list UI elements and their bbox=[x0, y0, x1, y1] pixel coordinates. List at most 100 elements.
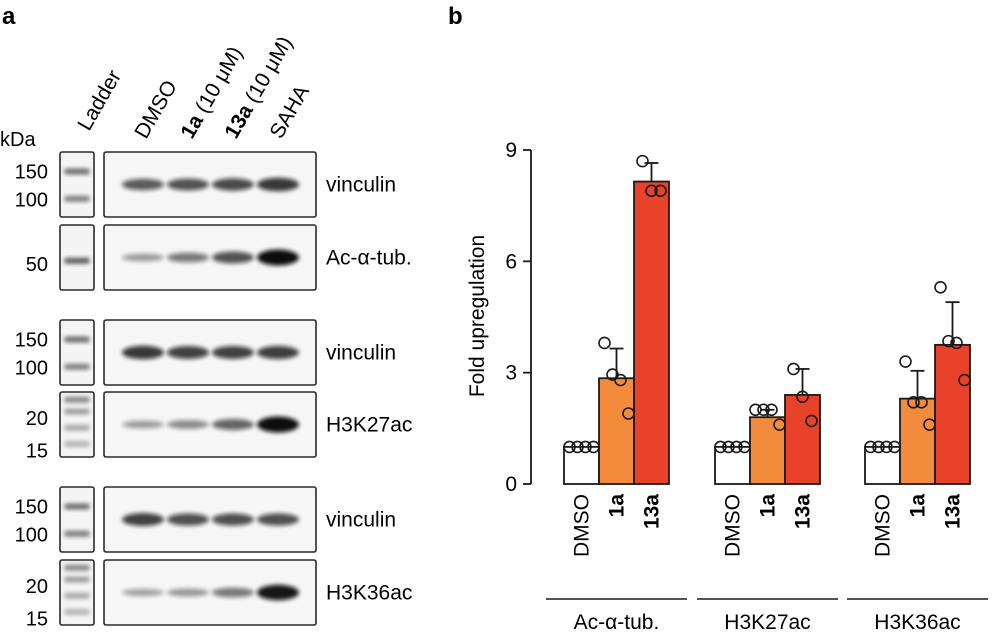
blot-band bbox=[167, 178, 209, 191]
kda-marker: 150 bbox=[15, 330, 48, 352]
data-point bbox=[614, 373, 627, 387]
ladder-header: Ladder bbox=[73, 66, 126, 134]
blot-band bbox=[122, 253, 164, 262]
data-point bbox=[907, 396, 920, 409]
y-tick-label: 3 bbox=[505, 362, 517, 385]
data-point bbox=[880, 440, 893, 454]
kda-marker: 150 bbox=[15, 162, 48, 184]
blot-band bbox=[257, 416, 299, 433]
blot-band bbox=[212, 251, 254, 264]
blot-band bbox=[257, 345, 299, 360]
kda-marker: 100 bbox=[15, 189, 48, 211]
x-tick-label: 13a bbox=[792, 494, 815, 529]
ladder-band bbox=[64, 363, 90, 370]
ladder-box bbox=[59, 486, 95, 553]
kda-marker: 50 bbox=[26, 254, 48, 276]
kda-marker: 100 bbox=[15, 524, 48, 546]
data-point bbox=[598, 336, 611, 350]
data-point bbox=[765, 403, 778, 417]
group-label: H3K36ac bbox=[874, 611, 960, 634]
blot-row: 150 100 vinculin bbox=[15, 151, 396, 218]
bar bbox=[749, 416, 786, 485]
bar bbox=[598, 377, 635, 485]
kda-marker: 15 bbox=[26, 441, 48, 463]
ladder-band bbox=[64, 408, 90, 415]
bars bbox=[563, 154, 971, 485]
kda-marker: 150 bbox=[15, 497, 48, 519]
x-tick-label: DMSO bbox=[722, 494, 745, 557]
western-blots: 150 100 vinculin 50 Ac-α-tub. 150 100 vinculin 2… bbox=[15, 151, 412, 631]
data-point bbox=[934, 281, 947, 294]
panel-b-label: b bbox=[448, 3, 463, 30]
blot-band bbox=[167, 588, 209, 597]
x-tick-label: DMSO bbox=[872, 494, 895, 557]
x-tick-labels: DMSO 1a 13a DMSO 1a 13a DMSO 1a 13a bbox=[571, 494, 965, 557]
blot-band bbox=[167, 513, 209, 526]
ladder-band bbox=[64, 396, 90, 403]
blot-row: 20 15 H3K27ac bbox=[26, 391, 412, 463]
x-tick-label: 13a bbox=[641, 494, 664, 529]
blot-band bbox=[212, 346, 254, 359]
x-tick-label: 1a bbox=[907, 494, 930, 518]
data-point bbox=[636, 154, 649, 168]
lane-label: SAHA bbox=[265, 81, 314, 142]
ladder-box bbox=[59, 391, 95, 458]
data-point bbox=[958, 373, 971, 387]
data-point bbox=[654, 184, 667, 198]
ladder-band bbox=[64, 576, 90, 583]
data-point bbox=[805, 414, 818, 428]
data-point bbox=[563, 440, 576, 454]
ladder-box bbox=[59, 559, 95, 626]
ladder-band bbox=[64, 168, 90, 175]
x-tick-label: 1a bbox=[757, 494, 780, 518]
ladder-box bbox=[59, 151, 95, 218]
ladder-band bbox=[64, 609, 90, 615]
blot-band bbox=[122, 420, 164, 429]
data-point bbox=[757, 403, 770, 417]
blot-band bbox=[257, 584, 299, 601]
y-tick-label: 6 bbox=[505, 250, 517, 273]
ladder-band bbox=[64, 257, 90, 264]
blot-row: 150 100 vinculin bbox=[15, 486, 396, 553]
blot-row: 150 100 vinculin bbox=[15, 319, 396, 386]
data-point bbox=[722, 440, 735, 454]
blot-box bbox=[103, 151, 317, 218]
blot-label: vinculin bbox=[326, 509, 396, 532]
x-tick-label: 13a bbox=[942, 494, 965, 529]
data-point bbox=[749, 403, 762, 417]
blot-band bbox=[212, 419, 254, 430]
blot-box bbox=[103, 559, 317, 626]
ladder-box bbox=[59, 224, 95, 291]
data-point bbox=[915, 396, 928, 409]
bar bbox=[633, 180, 670, 485]
blot-row: 20 15 H3K36ac bbox=[26, 559, 412, 631]
ladder-band bbox=[64, 564, 90, 571]
blot-label: vinculin bbox=[326, 174, 396, 197]
ladder-band bbox=[64, 424, 90, 431]
ladder-band bbox=[64, 441, 90, 447]
blot-band bbox=[257, 513, 299, 526]
blot-band bbox=[122, 345, 164, 360]
kda-marker: 100 bbox=[15, 357, 48, 379]
x-tick-label: DMSO bbox=[571, 494, 594, 557]
blot-box bbox=[103, 224, 317, 291]
blot-band bbox=[257, 249, 299, 266]
data-point bbox=[730, 440, 743, 454]
data-point bbox=[645, 184, 658, 198]
ladder-band bbox=[64, 195, 90, 202]
data-point bbox=[714, 440, 727, 454]
blot-label: H3K27ac bbox=[326, 414, 412, 437]
lane-label: DMSO bbox=[130, 76, 181, 142]
bar bbox=[934, 343, 971, 485]
blot-label: H3K36ac bbox=[326, 582, 412, 605]
data-point bbox=[787, 362, 800, 376]
data-point bbox=[899, 355, 912, 368]
ladder-band bbox=[64, 336, 90, 343]
blot-band bbox=[167, 346, 209, 359]
blot-box bbox=[103, 319, 317, 386]
x-tick-label: 1a bbox=[606, 494, 629, 518]
data-point bbox=[872, 440, 885, 454]
blot-band bbox=[212, 178, 254, 191]
